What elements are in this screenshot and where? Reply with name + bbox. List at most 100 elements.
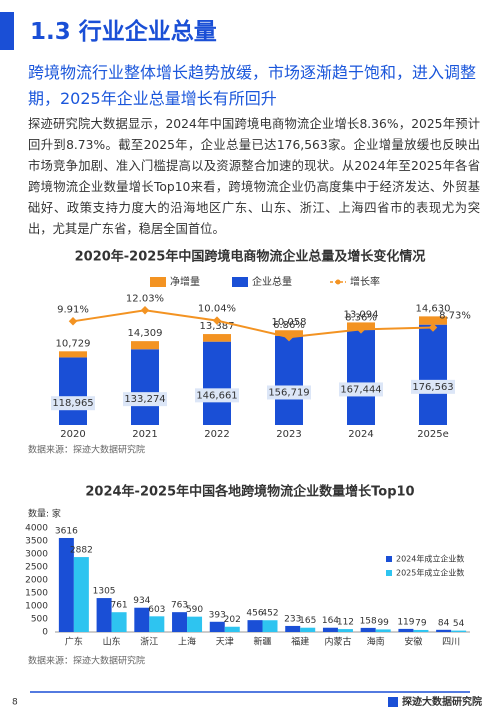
bar bbox=[419, 316, 447, 325]
value-label: 590 bbox=[186, 605, 203, 615]
value-label: 54 bbox=[453, 619, 465, 629]
bar bbox=[419, 324, 447, 425]
legend-swatch bbox=[386, 570, 392, 576]
value-label: 165 bbox=[299, 616, 316, 626]
value-label: 2882 bbox=[70, 546, 93, 556]
chart-title: 2020年-2025年中国跨境电商物流企业总量及增长变化情况 bbox=[75, 249, 426, 265]
bar bbox=[203, 334, 231, 342]
bar bbox=[73, 557, 89, 632]
bar bbox=[322, 627, 338, 632]
legend-label: 2025年成立企业数 bbox=[396, 568, 464, 578]
source: 数据来源：探迹大数据研究院 bbox=[28, 655, 145, 667]
value-label: 202 bbox=[224, 615, 241, 625]
x-tick-label: 2020 bbox=[60, 429, 85, 440]
label-box bbox=[339, 382, 383, 397]
x-tick-label: 海南 bbox=[367, 636, 385, 648]
bar bbox=[451, 630, 467, 632]
value-label: 1305 bbox=[93, 587, 116, 597]
bar bbox=[247, 620, 263, 632]
value-label: 10.04% bbox=[198, 304, 236, 315]
x-tick-label: 新疆 bbox=[253, 636, 271, 648]
header-title: 1.3 行业企业总量 bbox=[30, 19, 217, 45]
value-label: 112 bbox=[337, 618, 354, 628]
y-axis-label: 数量: 家 bbox=[28, 508, 61, 520]
label-box bbox=[267, 385, 311, 400]
value-label: 146,661 bbox=[196, 390, 237, 401]
value-label: 9.91% bbox=[57, 304, 89, 315]
x-tick-label: 2025e bbox=[417, 429, 449, 440]
bar bbox=[375, 629, 391, 632]
value-label: 13,387 bbox=[200, 321, 235, 332]
y-tick-label: 0 bbox=[42, 628, 48, 638]
marker bbox=[356, 325, 366, 334]
chart-title: 2024年-2025年中国各地跨境物流企业数量增长Top10 bbox=[85, 484, 414, 500]
value-label: 118,965 bbox=[52, 398, 93, 409]
value-label: 119 bbox=[397, 617, 414, 627]
label-box bbox=[51, 396, 95, 411]
value-label: 233 bbox=[284, 614, 301, 624]
bar bbox=[262, 620, 278, 632]
y-tick-label: 3500 bbox=[25, 537, 48, 547]
value-label: 164 bbox=[322, 616, 339, 626]
bar bbox=[203, 341, 231, 425]
value-label: 176,563 bbox=[412, 382, 453, 393]
bar bbox=[360, 627, 376, 632]
marker bbox=[140, 306, 150, 315]
value-label: 10,729 bbox=[56, 338, 91, 349]
legend-swatch bbox=[335, 279, 341, 285]
bar bbox=[58, 537, 74, 632]
x-tick-label: 福建 bbox=[291, 636, 309, 648]
bar bbox=[209, 621, 225, 632]
line bbox=[72, 309, 434, 339]
x-tick-label: 2024 bbox=[348, 429, 373, 440]
legend-label: 企业总量 bbox=[252, 275, 292, 288]
value-label: 3616 bbox=[55, 526, 78, 536]
value-label: 8.73% bbox=[439, 310, 471, 321]
x-tick-label: 山东 bbox=[103, 636, 121, 648]
legend-label: 2024年成立企业数 bbox=[396, 554, 464, 564]
y-tick-label: 3000 bbox=[25, 550, 48, 560]
value-label: 133,274 bbox=[124, 394, 165, 405]
header-subtitle: 跨境物流行业整体增长趋势放缓，市场逐渐趋于饱和，进入调整期，2025年企业总量增… bbox=[28, 63, 477, 108]
bar bbox=[224, 626, 240, 632]
value-label: 934 bbox=[133, 596, 150, 606]
x-tick-label: 广东 bbox=[65, 636, 83, 648]
y-tick-label: 2000 bbox=[25, 576, 48, 586]
bar bbox=[337, 629, 353, 632]
value-label: 761 bbox=[110, 601, 127, 611]
x-tick-label: 天津 bbox=[216, 637, 234, 648]
y-tick-label: 2500 bbox=[25, 563, 48, 573]
y-tick-label: 4000 bbox=[25, 524, 48, 534]
value-label: 8.36% bbox=[345, 312, 377, 323]
value-label: 603 bbox=[148, 605, 165, 615]
bar bbox=[187, 616, 203, 632]
label-box bbox=[123, 392, 167, 407]
brand: 探迹大数据研究院 bbox=[402, 695, 482, 708]
x-tick-label: 安徽 bbox=[404, 636, 422, 648]
value-label: 13,094 bbox=[344, 309, 379, 320]
value-label: 79 bbox=[415, 618, 427, 628]
bar bbox=[111, 612, 127, 632]
value-label: 452 bbox=[261, 609, 278, 619]
marker bbox=[284, 332, 294, 342]
y-tick-label: 1000 bbox=[25, 602, 48, 612]
x-tick-label: 四川 bbox=[442, 638, 460, 648]
value-label: 156,719 bbox=[268, 387, 309, 398]
value-label: 763 bbox=[171, 601, 188, 611]
bar bbox=[398, 628, 414, 632]
bar bbox=[172, 612, 188, 632]
value-label: 10,058 bbox=[272, 317, 307, 328]
x-tick-label: 2021 bbox=[132, 429, 157, 440]
body-text: 探迹研究院大数据显示，2024年中国跨境电商物流企业增长8.36%，2025年预… bbox=[28, 117, 480, 236]
value-label: 99 bbox=[377, 618, 389, 628]
value-label: 393 bbox=[209, 610, 226, 620]
brand-icon bbox=[388, 697, 398, 707]
legend-swatch bbox=[232, 277, 248, 287]
legend-label: 增长率 bbox=[350, 275, 380, 288]
value-label: 158 bbox=[360, 616, 377, 626]
x-tick-label: 内蒙古 bbox=[324, 636, 351, 648]
bar bbox=[413, 629, 429, 632]
bar bbox=[131, 341, 159, 350]
